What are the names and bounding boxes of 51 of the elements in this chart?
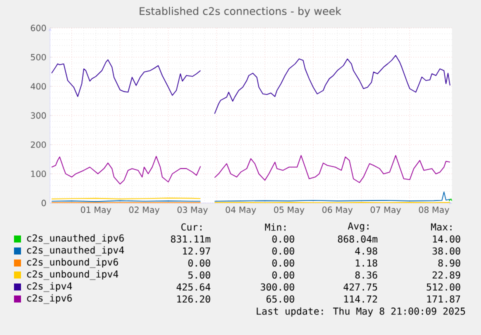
x-tick-label: 08 May	[418, 206, 450, 215]
text: 427.75	[344, 283, 378, 291]
text: 12.97	[183, 247, 210, 255]
x-tick-label: 03 May	[177, 206, 208, 215]
chart-title: Established c2s connections - by week	[140, 6, 342, 18]
y-tick-label: 200	[30, 141, 46, 148]
text: 1.18	[356, 259, 378, 267]
legend-label: c2s_unauthed_ipv4	[27, 246, 124, 256]
text: 65.00	[266, 295, 294, 303]
legend-label: c2s_ipv6	[27, 294, 72, 304]
x-tick-label: 06 May	[322, 206, 353, 215]
text: Max:	[431, 223, 452, 231]
text: 0.00	[272, 235, 294, 243]
text: Min:	[265, 223, 286, 231]
text: 22.89	[432, 271, 460, 279]
text: 8.90	[438, 259, 460, 267]
x-tick-label: 01 May	[80, 206, 112, 215]
text: 868.04m	[338, 235, 378, 243]
x-tick-label: 05 May	[274, 206, 304, 215]
y-tick-label: 500	[30, 54, 46, 60]
text: 4.98	[355, 247, 378, 255]
text: 38.00	[432, 247, 460, 255]
y-tick-label: 600	[30, 24, 46, 32]
text: 126.20	[177, 295, 210, 303]
text: 300.00	[260, 283, 294, 291]
text: 114.72	[344, 295, 377, 303]
y-tick-label: 300	[30, 112, 46, 119]
text: 8.36	[355, 271, 378, 279]
text: 831.11m	[170, 235, 210, 243]
y-tick-label: 400	[30, 83, 46, 90]
text: 5.00	[188, 271, 210, 279]
legend-label: c2s_ipv4	[27, 282, 72, 292]
text: 171.87	[427, 295, 460, 303]
text: Last update: Thu May 8 21:00:09 2025	[256, 307, 465, 317]
text: 0.00	[188, 259, 210, 267]
x-tick-label: 07 May	[370, 206, 401, 215]
text: 14.00	[433, 235, 460, 243]
legend-label: c2s_unbound_ipv6	[27, 258, 118, 268]
text: Cur:	[181, 223, 202, 231]
text: 512.00	[426, 283, 460, 291]
legend-label: c2s_unbound_ipv4	[27, 270, 118, 280]
x-tick-label: 04 May	[226, 206, 256, 215]
text: 0.00	[272, 259, 294, 267]
text: 0.00	[272, 247, 294, 255]
legend-label: c2s_unauthed_ipv6	[27, 234, 124, 244]
x-tick-label: 02 May	[129, 206, 160, 215]
text: 0.00	[272, 271, 294, 279]
y-tick-label: 100	[31, 170, 46, 178]
y-tick-label: 0	[42, 200, 46, 206]
text: Avg:	[348, 222, 368, 232]
text: 425.64	[176, 283, 210, 291]
